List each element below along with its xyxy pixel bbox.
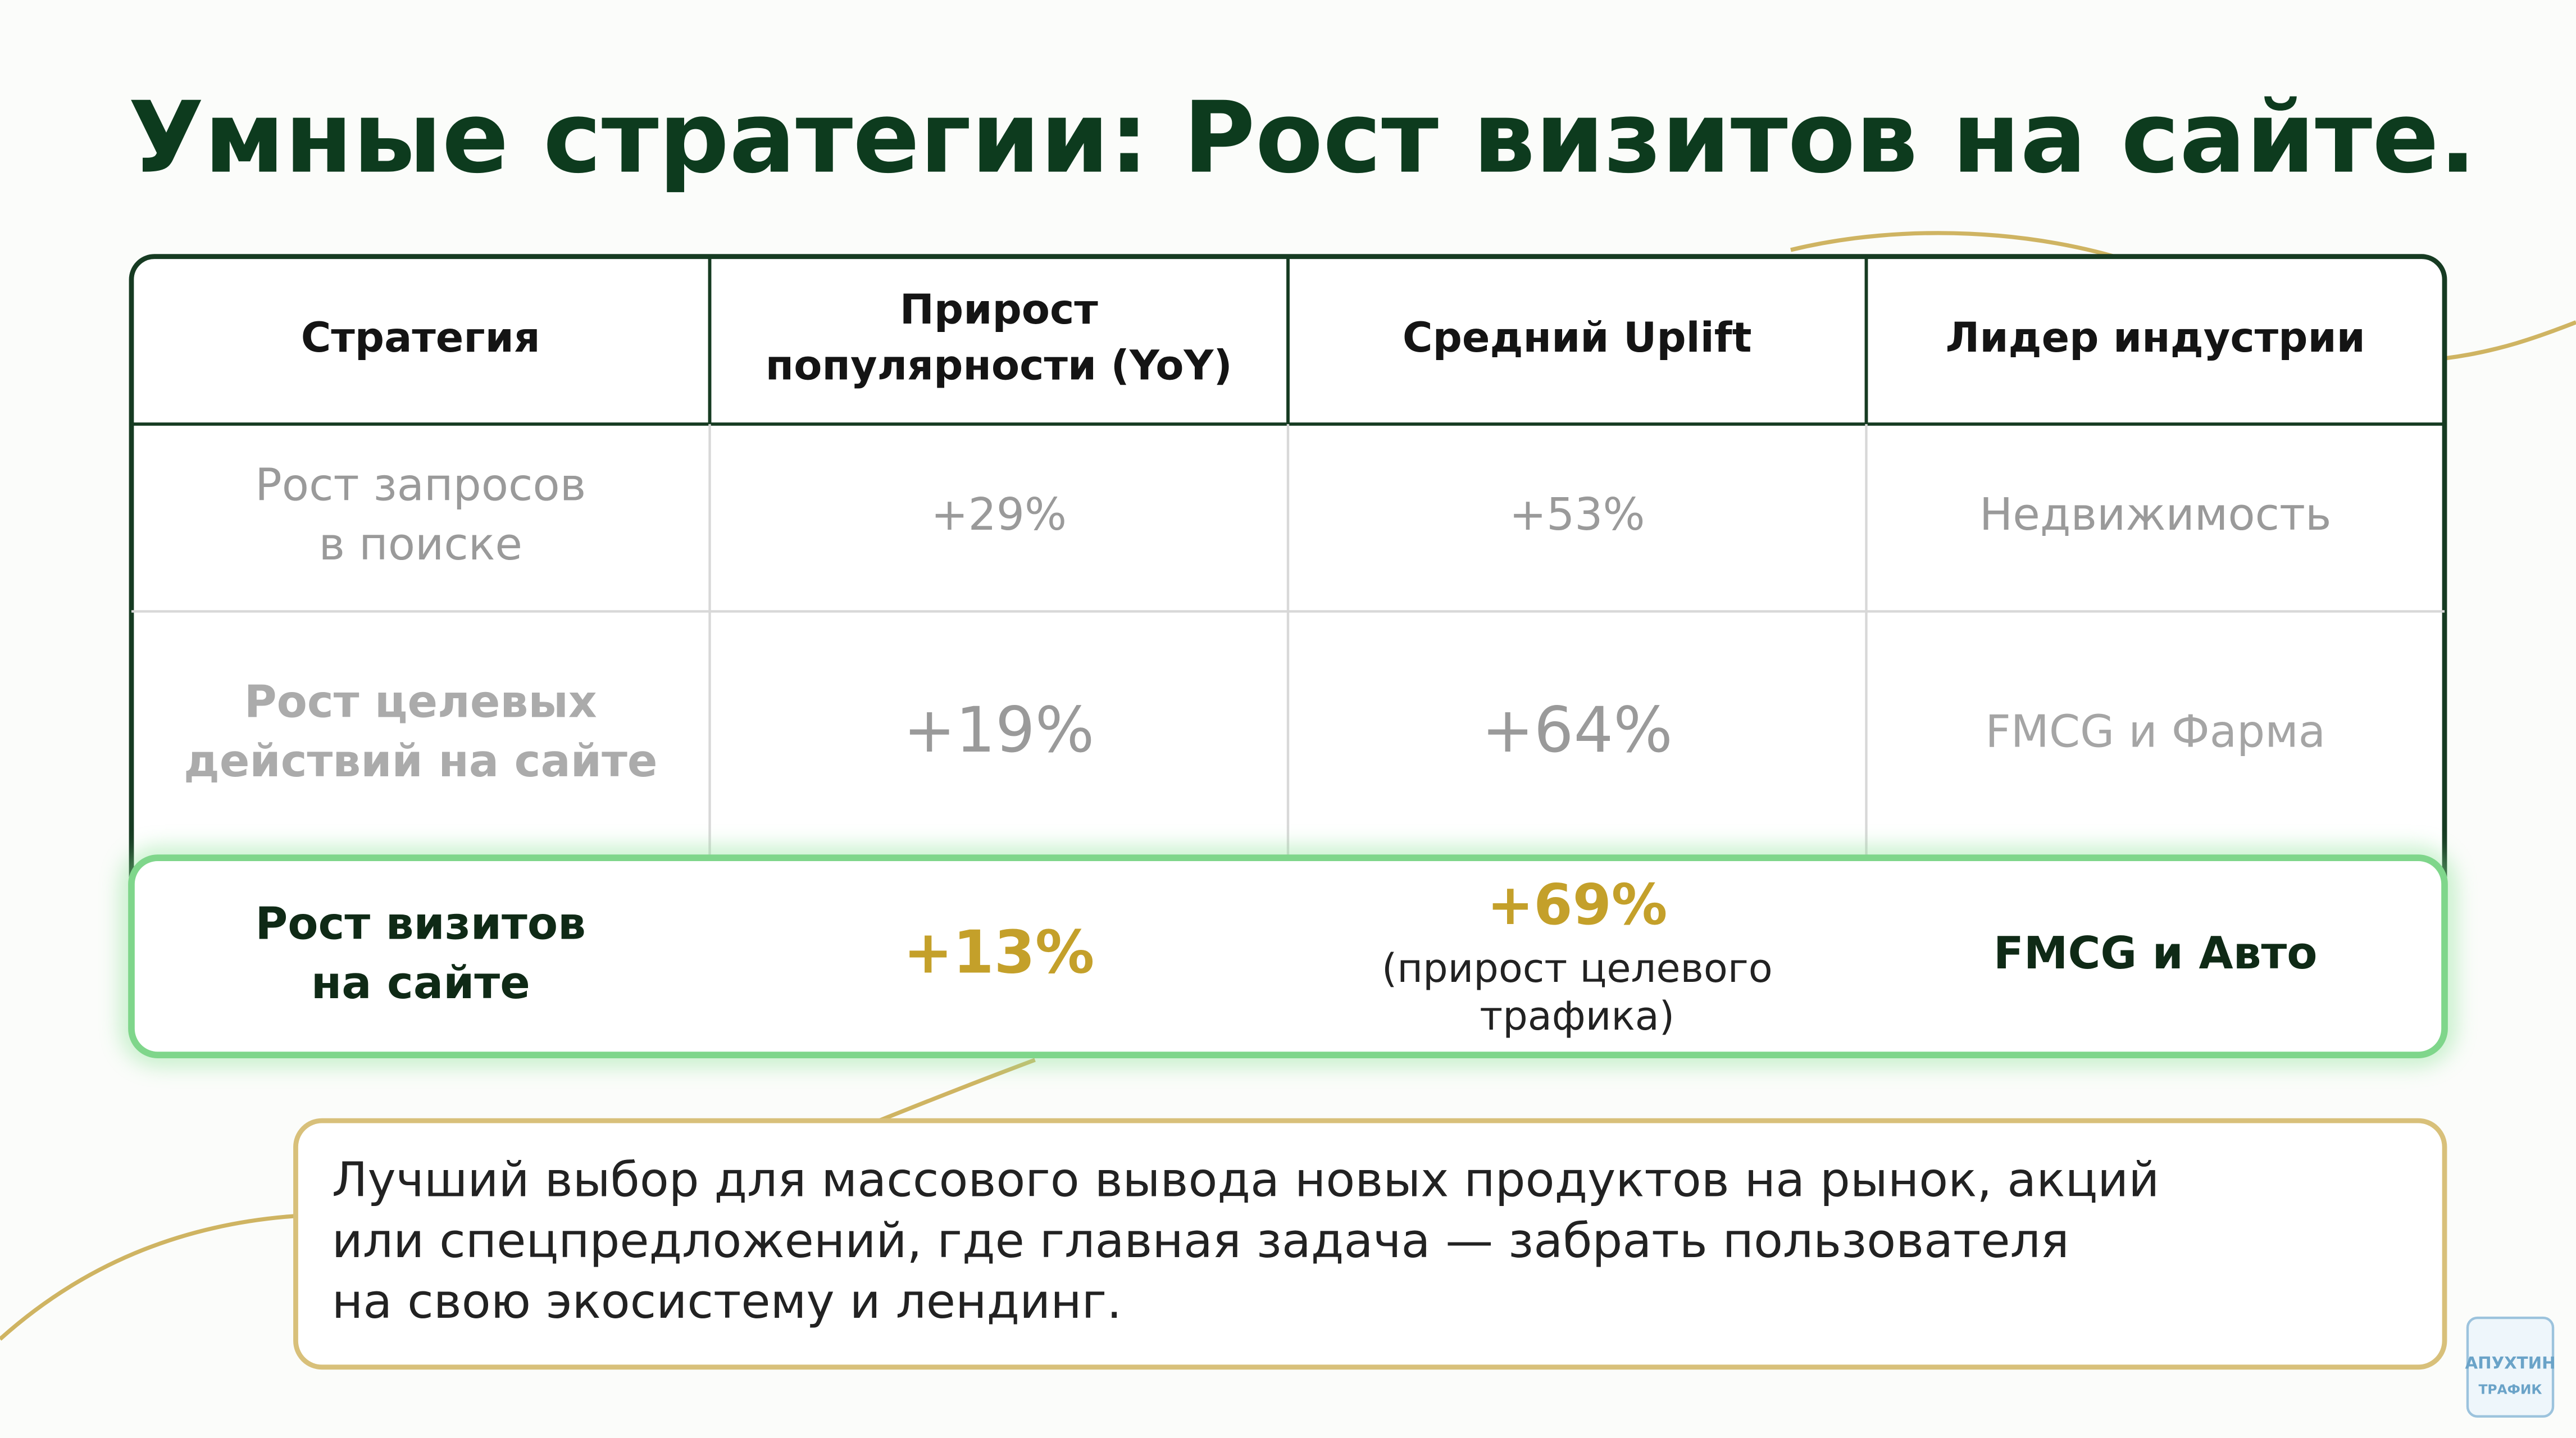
- note-line: Лучший выбор для массового вывода новых …: [332, 1153, 2160, 1208]
- header-cell: Прирост: [900, 286, 1099, 334]
- header-cell: популярности (YoY): [766, 342, 1232, 390]
- table-cell: Рост запросов: [255, 459, 586, 511]
- title: Умные стратегии: Рост визитов на сайте.: [128, 81, 2477, 195]
- table-cell: Недвижимость: [1979, 489, 2332, 540]
- table-cell: +64%: [1482, 694, 1673, 767]
- table-cell: трафика): [1480, 993, 1674, 1039]
- logo: [2466, 1316, 2555, 1418]
- note-line: или спецпредложений, где главная задача …: [332, 1213, 2069, 1269]
- table-cell: +69%: [1487, 873, 1667, 938]
- logo-text: ТРАФИК: [2478, 1381, 2542, 1397]
- table-cell: +19%: [903, 694, 1094, 767]
- header-cell: Лидер индустрии: [1946, 314, 2365, 362]
- header-cell: Стратегия: [301, 314, 540, 362]
- table-cell: Рост целевых: [244, 676, 597, 728]
- table-cell: +29%: [931, 489, 1067, 540]
- body-lines: [131, 424, 2445, 858]
- curve: [2444, 320, 2576, 361]
- curve: [1790, 231, 2137, 265]
- header-cell: Средний Uplift: [1403, 314, 1752, 362]
- curve: [0, 1214, 296, 1341]
- note-line: на свою экосистему и лендинг.: [332, 1274, 1122, 1330]
- table-cell: на сайте: [311, 957, 530, 1009]
- table-cell: FMCG и Авто: [1994, 927, 2318, 979]
- table-cell: +53%: [1509, 489, 1645, 540]
- logo-text: АПУХТИН: [2465, 1353, 2555, 1372]
- table-cell: действий на сайте: [184, 735, 657, 787]
- logo-badge: [2466, 1316, 2555, 1418]
- table-cell: Рост визитов: [255, 898, 586, 949]
- table-cell: FMCG и Фарма: [1985, 706, 2325, 757]
- highlight-row: [128, 854, 2448, 1058]
- table-cell: (прирост целевого: [1382, 945, 1773, 991]
- table-cell: в поиске: [318, 518, 522, 570]
- note-box: [293, 1118, 2447, 1370]
- table-cell: +13%: [903, 917, 1094, 986]
- curve: [878, 1058, 1036, 1123]
